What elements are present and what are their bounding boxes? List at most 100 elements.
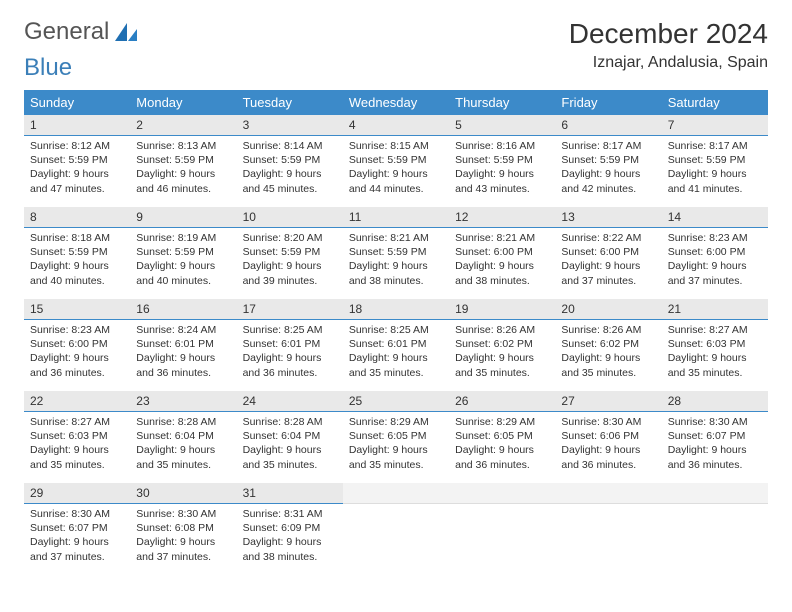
calendar-cell: 18Sunrise: 8:25 AMSunset: 6:01 PMDayligh… [343,299,449,391]
day-number: 9 [130,207,236,228]
sunrise-text: Sunrise: 8:24 AM [136,323,230,337]
daylight-text-2: and 38 minutes. [455,274,549,288]
daylight-text-1: Daylight: 9 hours [136,443,230,457]
daylight-text-2: and 36 minutes. [243,366,337,380]
sunset-text: Sunset: 6:00 PM [668,245,762,259]
daylight-text-2: and 37 minutes. [668,274,762,288]
weekday-header: Monday [130,90,236,115]
day-details: Sunrise: 8:25 AMSunset: 6:01 PMDaylight:… [237,320,343,386]
day-number: 18 [343,299,449,320]
sunset-text: Sunset: 6:06 PM [561,429,655,443]
sunrise-text: Sunrise: 8:13 AM [136,139,230,153]
sunrise-text: Sunrise: 8:14 AM [243,139,337,153]
empty-day [555,483,661,504]
sunset-text: Sunset: 5:59 PM [243,153,337,167]
calendar-cell: 17Sunrise: 8:25 AMSunset: 6:01 PMDayligh… [237,299,343,391]
daylight-text-1: Daylight: 9 hours [30,443,124,457]
sunset-text: Sunset: 5:59 PM [455,153,549,167]
daylight-text-2: and 41 minutes. [668,182,762,196]
sunset-text: Sunset: 6:09 PM [243,521,337,535]
sunset-text: Sunset: 6:00 PM [561,245,655,259]
weekday-header: Friday [555,90,661,115]
day-number: 19 [449,299,555,320]
sunset-text: Sunset: 5:59 PM [30,245,124,259]
daylight-text-1: Daylight: 9 hours [561,351,655,365]
sunset-text: Sunset: 5:59 PM [561,153,655,167]
sunset-text: Sunset: 5:59 PM [30,153,124,167]
daylight-text-1: Daylight: 9 hours [668,259,762,273]
day-details: Sunrise: 8:19 AMSunset: 5:59 PMDaylight:… [130,228,236,294]
sunset-text: Sunset: 5:59 PM [668,153,762,167]
day-number: 5 [449,115,555,136]
calendar-cell: 11Sunrise: 8:21 AMSunset: 5:59 PMDayligh… [343,207,449,299]
daylight-text-2: and 36 minutes. [561,458,655,472]
day-details: Sunrise: 8:22 AMSunset: 6:00 PMDaylight:… [555,228,661,294]
calendar-cell: 3Sunrise: 8:14 AMSunset: 5:59 PMDaylight… [237,115,343,207]
daylight-text-1: Daylight: 9 hours [668,443,762,457]
weekday-header-row: Sunday Monday Tuesday Wednesday Thursday… [24,90,768,115]
daylight-text-2: and 35 minutes. [455,366,549,380]
logo-text-blue: Blue [24,54,768,82]
daylight-text-2: and 37 minutes. [561,274,655,288]
empty-day [343,483,449,504]
calendar-cell [662,483,768,575]
calendar-cell: 21Sunrise: 8:27 AMSunset: 6:03 PMDayligh… [662,299,768,391]
sunrise-text: Sunrise: 8:21 AM [455,231,549,245]
daylight-text-2: and 45 minutes. [243,182,337,196]
day-details: Sunrise: 8:30 AMSunset: 6:07 PMDaylight:… [24,504,130,570]
sunrise-text: Sunrise: 8:30 AM [668,415,762,429]
daylight-text-1: Daylight: 9 hours [455,351,549,365]
calendar-row: 15Sunrise: 8:23 AMSunset: 6:00 PMDayligh… [24,299,768,391]
sunrise-text: Sunrise: 8:27 AM [30,415,124,429]
day-details: Sunrise: 8:31 AMSunset: 6:09 PMDaylight:… [237,504,343,570]
daylight-text-2: and 35 minutes. [668,366,762,380]
sunset-text: Sunset: 6:01 PM [243,337,337,351]
sunset-text: Sunset: 6:02 PM [561,337,655,351]
daylight-text-2: and 35 minutes. [30,458,124,472]
day-details: Sunrise: 8:29 AMSunset: 6:05 PMDaylight:… [449,412,555,478]
calendar-cell [555,483,661,575]
calendar-cell: 31Sunrise: 8:31 AMSunset: 6:09 PMDayligh… [237,483,343,575]
calendar-cell [449,483,555,575]
day-details: Sunrise: 8:26 AMSunset: 6:02 PMDaylight:… [449,320,555,386]
daylight-text-1: Daylight: 9 hours [30,535,124,549]
sunset-text: Sunset: 6:03 PM [30,429,124,443]
calendar-cell: 30Sunrise: 8:30 AMSunset: 6:08 PMDayligh… [130,483,236,575]
day-details: Sunrise: 8:27 AMSunset: 6:03 PMDaylight:… [24,412,130,478]
sunset-text: Sunset: 5:59 PM [349,245,443,259]
day-details: Sunrise: 8:29 AMSunset: 6:05 PMDaylight:… [343,412,449,478]
daylight-text-2: and 35 minutes. [243,458,337,472]
daylight-text-2: and 40 minutes. [136,274,230,288]
calendar-cell: 5Sunrise: 8:16 AMSunset: 5:59 PMDaylight… [449,115,555,207]
calendar-cell: 19Sunrise: 8:26 AMSunset: 6:02 PMDayligh… [449,299,555,391]
empty-day [449,483,555,504]
daylight-text-1: Daylight: 9 hours [136,167,230,181]
daylight-text-1: Daylight: 9 hours [455,167,549,181]
daylight-text-2: and 47 minutes. [30,182,124,196]
daylight-text-1: Daylight: 9 hours [136,259,230,273]
day-number: 15 [24,299,130,320]
daylight-text-1: Daylight: 9 hours [349,259,443,273]
calendar-cell: 7Sunrise: 8:17 AMSunset: 5:59 PMDaylight… [662,115,768,207]
daylight-text-1: Daylight: 9 hours [455,443,549,457]
daylight-text-1: Daylight: 9 hours [561,443,655,457]
weekday-header: Wednesday [343,90,449,115]
day-number: 24 [237,391,343,412]
calendar-cell: 23Sunrise: 8:28 AMSunset: 6:04 PMDayligh… [130,391,236,483]
sunrise-text: Sunrise: 8:30 AM [30,507,124,521]
daylight-text-2: and 39 minutes. [243,274,337,288]
day-number: 29 [24,483,130,504]
calendar-body: 1Sunrise: 8:12 AMSunset: 5:59 PMDaylight… [24,115,768,575]
sunset-text: Sunset: 6:01 PM [349,337,443,351]
calendar-cell: 29Sunrise: 8:30 AMSunset: 6:07 PMDayligh… [24,483,130,575]
sunrise-text: Sunrise: 8:21 AM [349,231,443,245]
sunrise-text: Sunrise: 8:25 AM [349,323,443,337]
calendar-cell: 26Sunrise: 8:29 AMSunset: 6:05 PMDayligh… [449,391,555,483]
day-number: 30 [130,483,236,504]
daylight-text-1: Daylight: 9 hours [30,259,124,273]
day-details: Sunrise: 8:30 AMSunset: 6:06 PMDaylight:… [555,412,661,478]
sunrise-text: Sunrise: 8:17 AM [561,139,655,153]
daylight-text-1: Daylight: 9 hours [243,443,337,457]
daylight-text-1: Daylight: 9 hours [349,443,443,457]
sunrise-text: Sunrise: 8:22 AM [561,231,655,245]
